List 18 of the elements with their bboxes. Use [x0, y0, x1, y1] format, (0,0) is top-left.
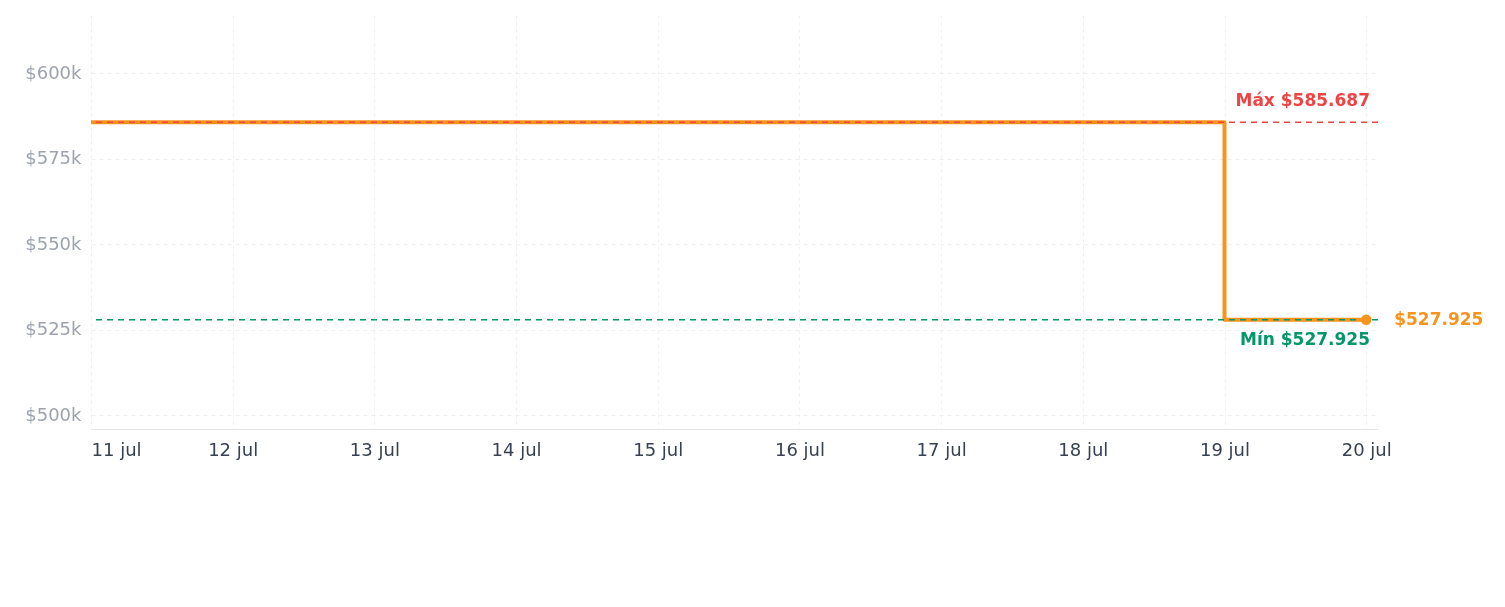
x-tick-label: 18 jul: [1058, 438, 1109, 460]
y-tick-label: $525k: [25, 318, 83, 340]
y-tick-label: $550k: [25, 232, 83, 254]
x-tick-label: 20 jul: [1341, 438, 1392, 460]
x-tick-label: 11 jul: [91, 438, 142, 460]
y-tick-label: $600k: [25, 61, 83, 83]
x-tick-label: 16 jul: [774, 438, 825, 460]
ref-line-label: Mín $527.925: [1239, 328, 1370, 349]
x-tick-label: 19 jul: [1199, 438, 1251, 460]
x-tick-label: 15 jul: [633, 438, 684, 460]
y-tick-label: $500k: [25, 403, 83, 425]
annotation: $527.925: [1394, 308, 1484, 329]
x-tick-label: 13 jul: [349, 438, 400, 460]
ref-line-label: Máx $585.687: [1235, 90, 1370, 111]
x-tick-label: 12 jul: [208, 438, 259, 460]
x-tick-label: 14 jul: [491, 438, 542, 460]
x-tick-label: 17 jul: [916, 438, 967, 460]
y-tick-label: $575k: [25, 147, 83, 169]
